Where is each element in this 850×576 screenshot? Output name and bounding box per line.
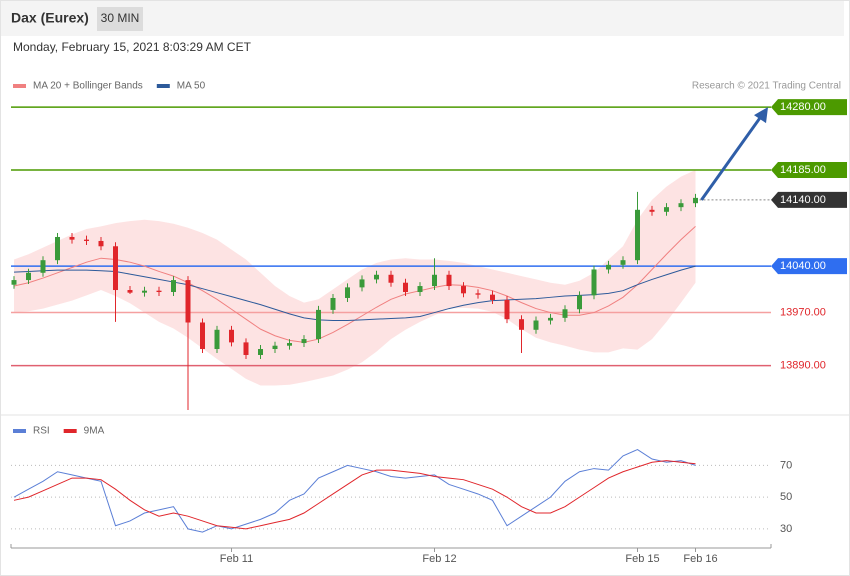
candle-body	[461, 286, 466, 294]
arrow-head	[754, 107, 768, 124]
level-box	[771, 191, 847, 208]
candle-body	[272, 345, 278, 350]
candle-body	[98, 240, 104, 247]
plot: MA 20 + Bollinger Bands MA 50 14280.00 1418…	[10, 81, 847, 565]
legend-label: MA 20 + Bollinger Bands	[33, 81, 143, 92]
target-arrow	[700, 114, 764, 201]
x-tick-label: Feb 15	[625, 553, 659, 565]
legend-swatch	[13, 84, 26, 88]
timeframe-box[interactable]	[97, 7, 143, 31]
level-label: 13890.00	[780, 359, 826, 371]
candle-body	[142, 290, 147, 293]
level-box	[771, 258, 847, 275]
candle-body	[156, 290, 162, 293]
level-label: 14140.00	[780, 194, 826, 206]
level-box	[771, 162, 847, 179]
candle-body	[446, 274, 452, 287]
candle-body	[490, 294, 495, 300]
candle-body	[287, 343, 292, 346]
x-tick-label: Feb 12	[422, 553, 456, 565]
candle-body	[55, 236, 60, 261]
candle-body	[649, 209, 655, 212]
candle-body	[548, 317, 553, 321]
candle-body	[26, 272, 31, 281]
candle-body	[359, 279, 365, 288]
candle-body	[345, 287, 350, 298]
rsi-line	[13, 448, 696, 533]
candle-body	[504, 299, 510, 320]
legend-label: 9MA	[84, 426, 105, 437]
candle-body	[243, 342, 249, 355]
legend-swatch	[63, 429, 77, 433]
candle-body	[40, 260, 46, 273]
candle-body	[69, 236, 75, 240]
title: Dax (Eurex)	[11, 10, 89, 26]
candle-body	[678, 203, 684, 208]
candle-body	[606, 264, 611, 270]
candle-body	[374, 274, 379, 280]
legend-swatch	[156, 84, 170, 88]
candle-body	[11, 280, 17, 285]
candle-body	[664, 207, 669, 212]
candle-body	[171, 280, 176, 293]
level-label: 14040.00	[780, 260, 826, 272]
candle-body	[403, 282, 408, 293]
candle-body	[258, 349, 263, 355]
rsi-line	[13, 460, 696, 530]
candle-body	[214, 329, 220, 350]
legend-label: RSI	[33, 426, 50, 437]
candle-body	[577, 295, 582, 310]
y-tick-label: 70	[780, 459, 792, 471]
level-label: 13970.00	[780, 306, 826, 318]
ma-line	[13, 265, 696, 322]
candle-body	[127, 290, 133, 293]
candle-body	[388, 274, 394, 283]
candle-body	[316, 309, 321, 340]
timeframe[interactable]: 30 MIN	[101, 11, 140, 25]
candle-body	[113, 246, 118, 291]
x-tick-label: Feb 11	[220, 553, 253, 565]
candle-body	[620, 260, 626, 265]
candle-body	[301, 339, 307, 344]
candle-body	[693, 197, 698, 204]
bollinger-band	[14, 170, 696, 386]
candle-body	[432, 274, 437, 287]
candle-body	[330, 297, 336, 310]
y-tick-label: 50	[780, 491, 792, 503]
x-tick-label: Feb 16	[683, 553, 717, 565]
candle-body	[84, 239, 89, 241]
level-label: 14280.00	[780, 101, 826, 113]
candle-body	[562, 309, 568, 318]
legend-swatch	[13, 429, 26, 433]
candle-body	[185, 280, 191, 323]
legend-label: MA 50	[177, 81, 206, 92]
candle-body	[635, 209, 640, 261]
date: Monday, February 15, 2021 8:03:29 AM CET	[13, 40, 252, 54]
level-box	[771, 99, 847, 116]
candle-body	[229, 329, 234, 343]
candle-body	[200, 322, 205, 350]
candle-body	[591, 269, 597, 296]
candle-body	[519, 319, 524, 330]
y-tick-label: 30	[780, 523, 792, 535]
candle-body	[533, 320, 539, 330]
credit: Research © 2021 Trading Central	[692, 81, 841, 92]
level-label: 14185.00	[780, 164, 826, 176]
candle-body	[475, 293, 481, 295]
candle-body	[417, 286, 423, 293]
